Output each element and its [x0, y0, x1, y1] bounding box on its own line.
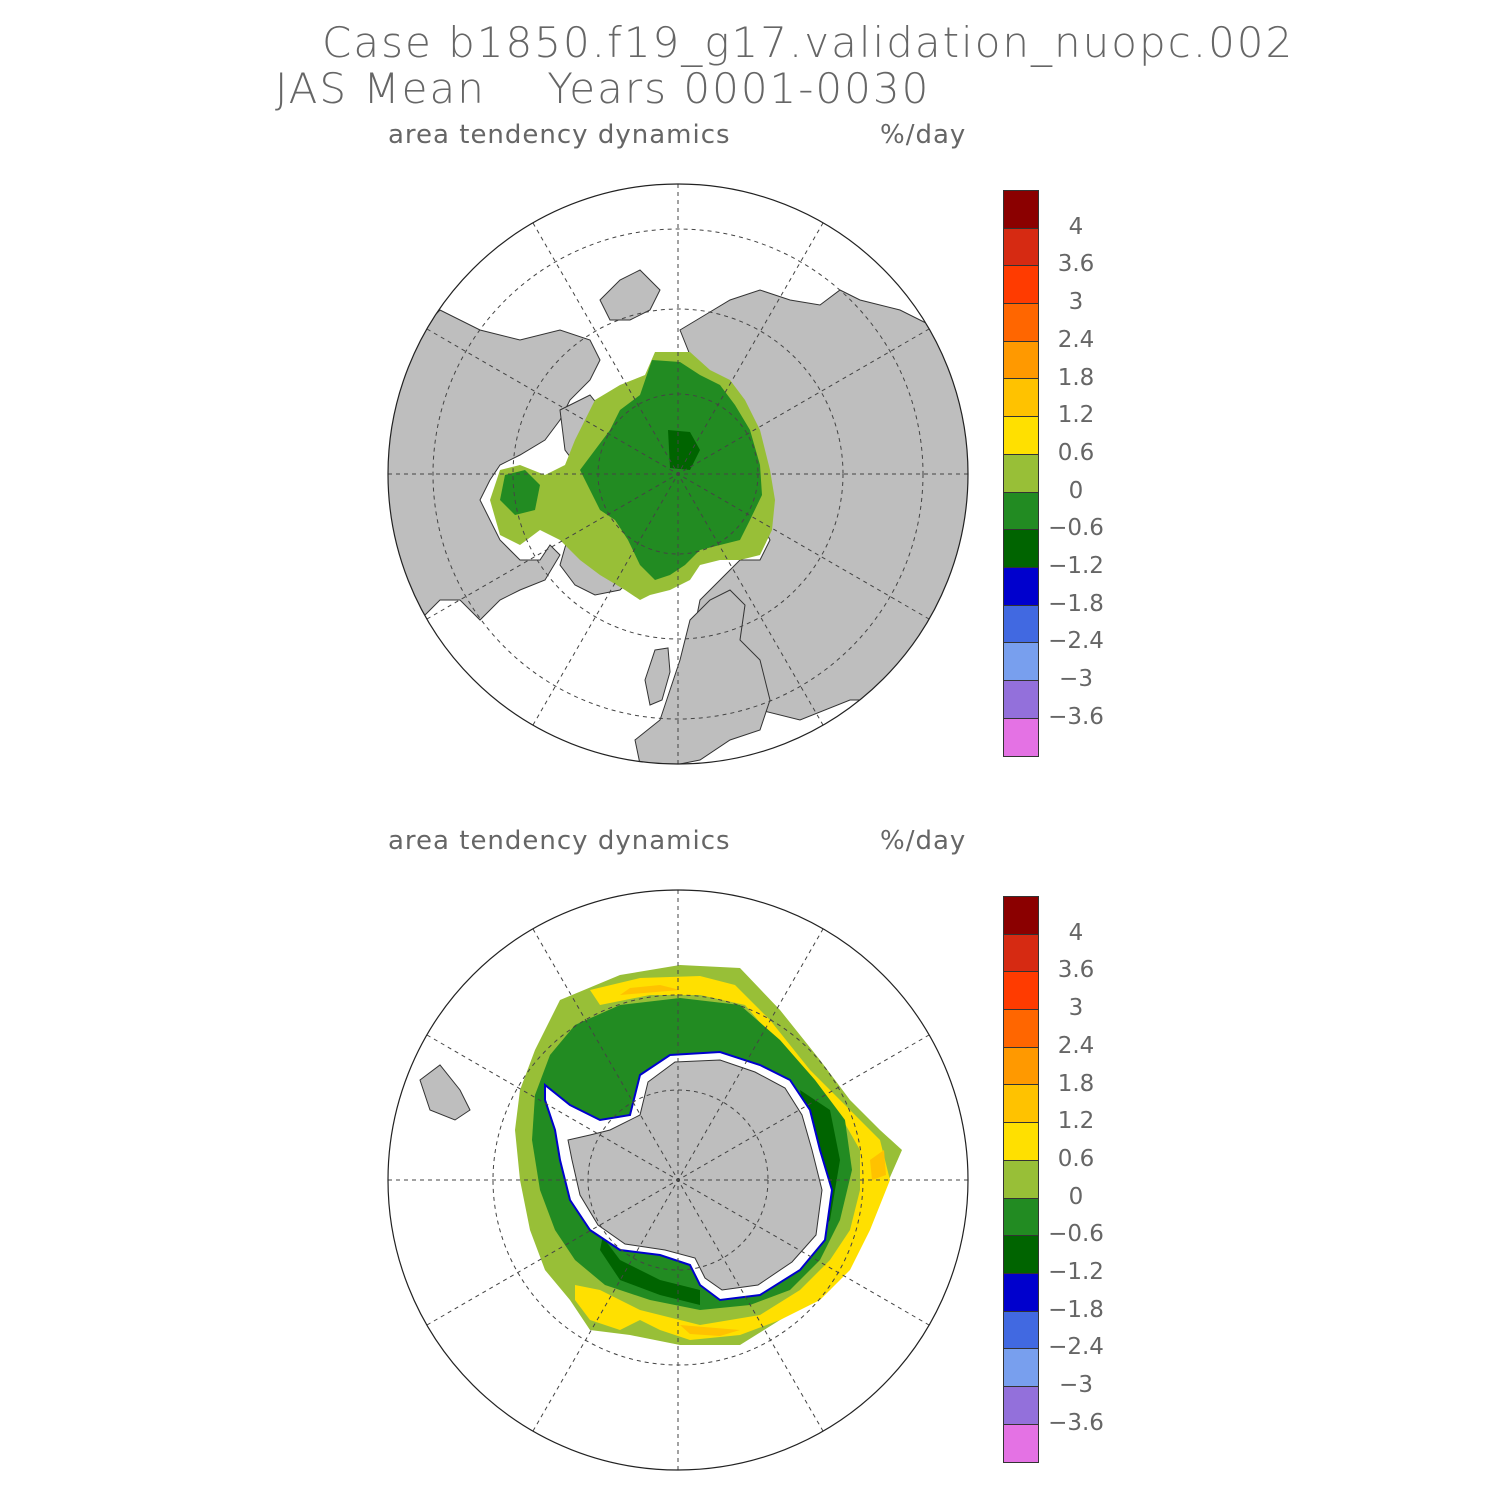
south-colorbar-tick-label: 4: [1068, 919, 1084, 946]
south-colorbar-swatch: [1004, 1236, 1038, 1274]
north-colorbar-swatch: [1004, 567, 1038, 606]
north-colorbar-swatch: [1004, 492, 1038, 531]
south-colorbar-swatch: [1004, 934, 1038, 973]
north-colorbar-swatch: [1004, 191, 1038, 229]
north-colorbar-swatch: [1004, 605, 1038, 644]
south-colorbar-swatch: [1004, 1349, 1038, 1387]
south-colorbar: [1003, 896, 1039, 1464]
north-colorbar-swatch: [1004, 680, 1038, 719]
south-colorbar-swatch: [1004, 1198, 1038, 1237]
north-colorbar-swatch: [1004, 228, 1038, 267]
north-colorbar-swatch: [1004, 454, 1038, 493]
south-colorbar-tick-label: −0.6: [1048, 1221, 1104, 1248]
south-colorbar-swatch: [1004, 1386, 1038, 1425]
south-colorbar-tick-label: 0: [1068, 1183, 1084, 1210]
south-polar-map: [388, 890, 968, 1470]
north-colorbar-tick-label: 0.6: [1057, 439, 1095, 466]
south-colorbar-tick-label: −2.4: [1048, 1334, 1104, 1361]
south-colorbar-tick-label: 3: [1068, 995, 1084, 1022]
south-colorbar-tick-label: 0.6: [1057, 1145, 1095, 1172]
south-colorbar-swatch: [1004, 1010, 1038, 1048]
north-units-label: %/day: [880, 120, 967, 150]
south-colorbar-tick-label: −3.6: [1048, 1409, 1104, 1436]
south-colorbar-swatch: [1004, 972, 1038, 1011]
south-colorbar-tick-label: 1.2: [1057, 1108, 1095, 1135]
north-colorbar-swatch: [1004, 417, 1038, 455]
north-colorbar-swatch: [1004, 341, 1038, 380]
case-title: Case b1850.f19_g17.validation_nuopc.002: [322, 18, 1295, 67]
north-colorbar-swatch: [1004, 379, 1038, 418]
north-colorbar-tick-label: 0: [1068, 477, 1084, 504]
north-land-europe: [634, 589, 771, 764]
north-colorbar-tick-label: −1.2: [1048, 553, 1104, 579]
north-colorbar-swatch: [1004, 530, 1038, 568]
north-colorbar-tick-label: 2.4: [1057, 326, 1095, 353]
north-land-america: [388, 309, 601, 621]
north-colorbar-swatch: [1004, 266, 1038, 305]
north-colorbar-tick-label: 1.8: [1057, 364, 1095, 391]
south-variable-label: area tendency dynamics: [388, 826, 731, 856]
north-land-chukotka: [599, 269, 661, 321]
south-colorbar-tick-label: −3: [1059, 1372, 1093, 1399]
south-colorbar-swatch: [1004, 1311, 1038, 1350]
north-colorbar-tick-label: 3: [1068, 289, 1084, 316]
south-colorbar-swatch: [1004, 1085, 1038, 1124]
north-colorbar-tick-label: 4: [1068, 213, 1084, 240]
south-colorbar-swatch: [1004, 1123, 1038, 1161]
south-colorbar-tick-label: −1.8: [1048, 1296, 1104, 1323]
north-polar-map: [388, 184, 968, 764]
south-colorbar-tick-label: 2.4: [1057, 1032, 1095, 1059]
north-colorbar: [1003, 190, 1039, 758]
south-units-label: %/day: [880, 826, 967, 856]
south-colorbar-tick-label: 1.8: [1057, 1070, 1095, 1097]
period-title: JAS Mean Years 0001-0030: [275, 64, 931, 113]
south-land-southamerica: [419, 1064, 471, 1121]
south-colorbar-tick-label: 3.6: [1057, 957, 1095, 984]
north-colorbar-tick-label: −0.6: [1048, 515, 1104, 542]
north-variable-label: area tendency dynamics: [388, 120, 731, 150]
north-colorbar-swatch: [1004, 304, 1038, 342]
north-colorbar-tick-label: −1.8: [1048, 590, 1104, 617]
north-colorbar-swatch: [1004, 718, 1038, 757]
north-colorbar-tick-label: −3: [1059, 666, 1093, 693]
south-land-antarctica: [567, 1059, 823, 1291]
south-colorbar-swatch: [1004, 1047, 1038, 1086]
north-colorbar-tick-label: 3.6: [1057, 251, 1095, 278]
north-colorbar-tick-label: 1.2: [1057, 402, 1095, 429]
south-colorbar-swatch: [1004, 1424, 1038, 1463]
south-colorbar-tick-label: −1.2: [1048, 1259, 1104, 1285]
north-colorbar-tick-label: −2.4: [1048, 628, 1104, 655]
north-colorbar-swatch: [1004, 643, 1038, 681]
south-colorbar-swatch: [1004, 897, 1038, 935]
south-colorbar-swatch: [1004, 1273, 1038, 1312]
north-colorbar-tick-label: −3.6: [1048, 703, 1104, 730]
north-land-britain: [644, 647, 671, 706]
south-colorbar-swatch: [1004, 1160, 1038, 1199]
